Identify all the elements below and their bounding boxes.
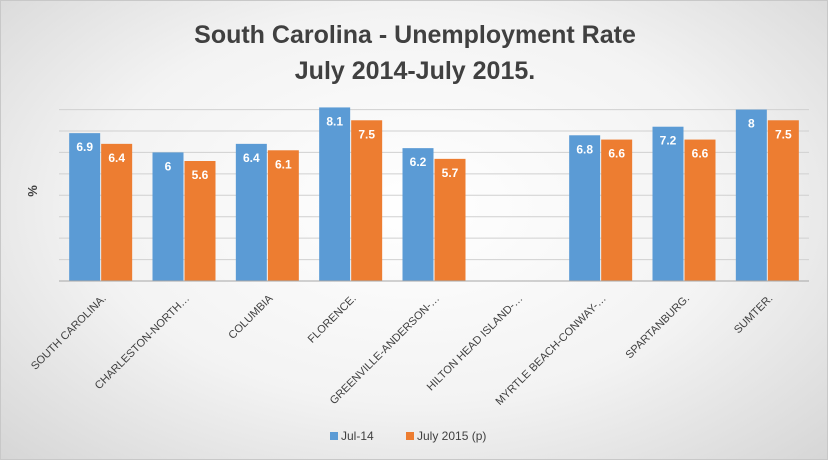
data-label: 6.4 xyxy=(108,151,125,165)
category-label: SOUTH CAROLINA. xyxy=(29,293,109,373)
bar-jul-2014-8 xyxy=(735,109,767,281)
bar-jul-2015-8 xyxy=(767,120,799,282)
legend-swatch-jul-2015 xyxy=(406,432,414,440)
bar-jul-2015-7 xyxy=(684,139,716,281)
data-label: 6 xyxy=(165,159,172,173)
bars xyxy=(69,107,799,282)
data-label: 5.7 xyxy=(442,166,459,180)
data-label: 6.2 xyxy=(410,155,427,169)
legend-label: July 2015 (p) xyxy=(417,429,486,443)
bar-jul-2015-0 xyxy=(101,143,133,281)
bar-jul-2015-4 xyxy=(434,158,466,281)
bar-jul-2014-2 xyxy=(235,143,267,281)
data-label: 6.9 xyxy=(76,140,93,154)
data-label: 6.6 xyxy=(692,147,709,161)
legend: Jul-14 July 2015 (p) xyxy=(330,429,486,443)
category-label: FLORENCE. xyxy=(306,293,359,346)
chart-subtitle: July 2014-July 2015. xyxy=(295,57,535,85)
bar-jul-2015-3 xyxy=(351,120,383,282)
data-label: 6.1 xyxy=(275,157,292,171)
data-label: 6.6 xyxy=(608,147,625,161)
data-label: 6.4 xyxy=(243,151,260,165)
bar-jul-2014-0 xyxy=(69,133,101,281)
bar-jul-2014-1 xyxy=(152,152,184,281)
category-label: SPARTANBURG. xyxy=(624,293,693,362)
category-label: HILTON HEAD ISLAND-… xyxy=(425,293,526,394)
bar-jul-2014-7 xyxy=(652,126,684,281)
bar-jul-2015-6 xyxy=(601,139,633,281)
bar-jul-2014-6 xyxy=(569,135,601,281)
bar-jul-2014-3 xyxy=(319,107,351,281)
category-label: SUMTER. xyxy=(732,293,775,336)
data-label: 7.2 xyxy=(660,134,677,148)
data-label: 8 xyxy=(748,117,755,131)
data-label: 6.8 xyxy=(576,142,593,156)
bar-jul-2015-1 xyxy=(184,161,216,281)
bar-jul-2015-2 xyxy=(267,150,299,281)
y-axis-label: % xyxy=(25,185,40,197)
category-label: CHARLESTON-NORTH… xyxy=(93,293,192,392)
legend-label: Jul-14 xyxy=(341,429,374,443)
data-label: 8.1 xyxy=(326,114,343,128)
category-labels: SOUTH CAROLINA.CHARLESTON-NORTH… COLUMBIA… xyxy=(29,292,775,408)
bar-jul-2014-4 xyxy=(402,148,434,281)
data-label: 7.5 xyxy=(775,127,792,141)
chart-title: South Carolina - Unemployment Rate xyxy=(194,21,636,49)
legend-swatch-jul-2014 xyxy=(330,432,338,440)
gridlines xyxy=(59,109,809,261)
category-label: COLUMBIA xyxy=(226,292,276,342)
data-label: 5.6 xyxy=(192,168,209,182)
data-labels: 6.9 6.4 6 5.6 6.4 6.1 8.1 7.5 6.2 5.7 6.8 6.6 7.2 6.6… xyxy=(76,114,792,182)
data-label: 7.5 xyxy=(358,127,375,141)
